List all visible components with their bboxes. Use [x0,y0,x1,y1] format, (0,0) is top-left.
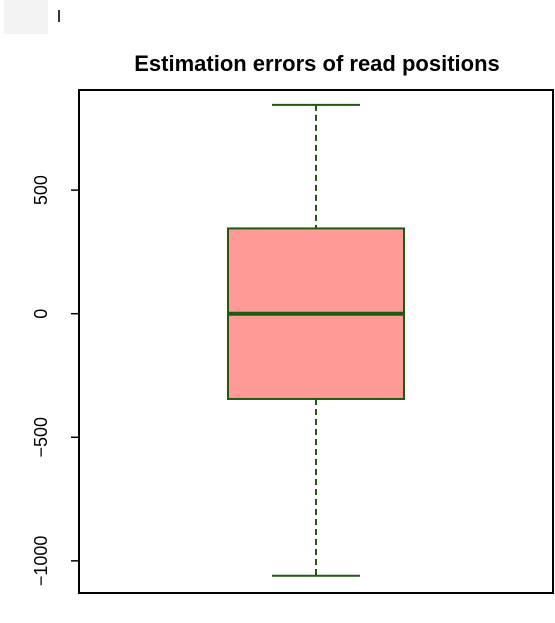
window-corner-tab [4,0,48,34]
y-tick-label: −1000 [31,536,51,587]
plot-area [78,89,554,594]
y-tick-label: 500 [31,175,51,205]
y-tick-label: 0 [31,309,51,319]
y-tick-label: −500 [31,417,51,458]
text-cursor-mark [58,10,60,22]
chart-title: Estimation errors of read positions [134,51,500,76]
y-axis: −1000 −500 0 500 [31,175,80,587]
